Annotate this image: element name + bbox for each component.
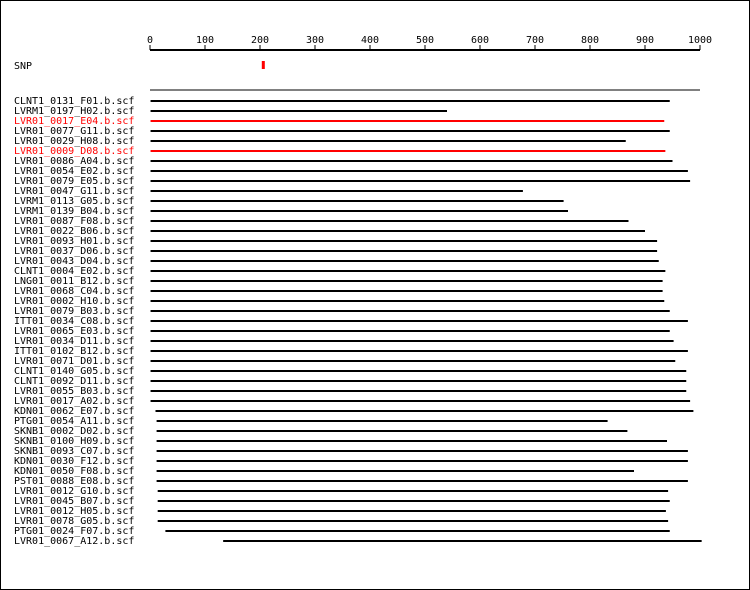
read-label: LVR01_0086_A04.b.scf [14, 156, 134, 167]
read-label: LVR01_0047_G11.b.scf [14, 186, 134, 197]
read-label: PST01_0088_E08.b.scf [14, 476, 134, 487]
read-label: KDN01_0062_E07.b.scf [14, 406, 134, 417]
read-label: PTG01_0024_F07.b.scf [14, 526, 134, 537]
snp-marker [261, 61, 265, 69]
read-label: SKNB1_0002_D02.b.scf [14, 426, 134, 437]
axis-tick-label: 200 [251, 35, 269, 46]
read-label: LVR01_0068_C04.b.scf [14, 286, 134, 297]
read-label: CLNT1_0004_E02.b.scf [14, 266, 134, 277]
read-label: LVR01_0079_B03.b.scf [14, 306, 134, 317]
read-label: LVR01_0077_G11.b.scf [14, 126, 134, 137]
read-label: LVR01_0043_D04.b.scf [14, 256, 134, 267]
axis-tick-label: 300 [306, 35, 324, 46]
read-label: LVR01_0078_G05.b.scf [14, 516, 134, 527]
read-label: KDN01_0030_F12.b.scf [14, 456, 134, 467]
read-label: LVR01_0054_E02.b.scf [14, 166, 134, 177]
read-label: LVR01_0009_D08.b.scf [14, 146, 134, 157]
read-label: LVR01_0071_D01.b.scf [14, 356, 134, 367]
read-label: ITT01_0034_C08.b.scf [14, 316, 134, 327]
read-label: LVRM1_0139_B04.b.scf [14, 206, 134, 217]
read-label: LVR01_0029_H08.b.scf [14, 136, 134, 147]
read-label: LVR01_0012_G10.b.scf [14, 486, 134, 497]
read-label: LVR01_0017_E04.b.scf [14, 116, 134, 127]
read-label: LVR01_0087_F08.b.scf [14, 216, 134, 227]
read-label: LVR01_0037_D06.b.scf [14, 246, 134, 257]
axis-tick-label: 500 [416, 35, 434, 46]
axis-tick-label: 900 [636, 35, 654, 46]
read-label: LVR01_0022_B06.b.scf [14, 226, 134, 237]
axis-tick-label: 1000 [688, 35, 712, 46]
position-axis: 0 100 200 300 400 500 600 700 800 900 1000 [147, 35, 712, 51]
read-label: LVR01_0079_E05.b.scf [14, 176, 134, 187]
snp-label: SNP [14, 61, 32, 72]
read-label: LVR01_0093_H01.b.scf [14, 236, 134, 247]
axis-tick-label: 700 [526, 35, 544, 46]
read-label: LVR01_0034_D11.b.scf [14, 336, 134, 347]
read-label: LVRM1_0113_G05.b.scf [14, 196, 134, 207]
read-label: LVR01_0012_H05.b.scf [14, 506, 134, 517]
read-label: CLNT1_0092_D11.b.scf [14, 376, 134, 387]
read-label: KDN01_0050_F08.b.scf [14, 466, 134, 477]
read-label: LVR01_0002_H10.b.scf [14, 296, 134, 307]
axis-tick-label: 0 [147, 35, 153, 46]
read-label: LNG01_0011_B12.b.scf [14, 276, 134, 287]
read-label: LVR01_0017_A02.b.scf [14, 396, 134, 407]
axis-tick-label: 600 [471, 35, 489, 46]
read-label: PTG01_0054_A11.b.scf [14, 416, 134, 427]
axis-tick-label: 400 [361, 35, 379, 46]
read-label: SKNB1_0100_H09.b.scf [14, 436, 134, 447]
read-label: CLNT1_0131_F01.b.scf [14, 96, 134, 107]
read-label: LVR01_0065_E03.b.scf [14, 326, 134, 337]
read-label: LVRM1_0197_H02.b.scf [14, 106, 134, 117]
axis-tick-label: 100 [196, 35, 214, 46]
read-label: LVR01_0045_B07.b.scf [14, 496, 134, 507]
read-label: LVR01_0067_A12.b.scf [14, 536, 134, 547]
read-label: CLNT1_0140_G05.b.scf [14, 366, 134, 377]
read-label: ITT01_0102_B12.b.scf [14, 346, 134, 357]
read-label: LVR01_0055_B03.b.scf [14, 386, 134, 397]
snp-track: SNP [14, 61, 265, 72]
axis-tick-label: 800 [581, 35, 599, 46]
read-list: CLNT1_0131_F01.b.scfLVRM1_0197_H02.b.scf… [14, 96, 702, 547]
read-label: SKNB1_0093_C07.b.scf [14, 446, 134, 457]
